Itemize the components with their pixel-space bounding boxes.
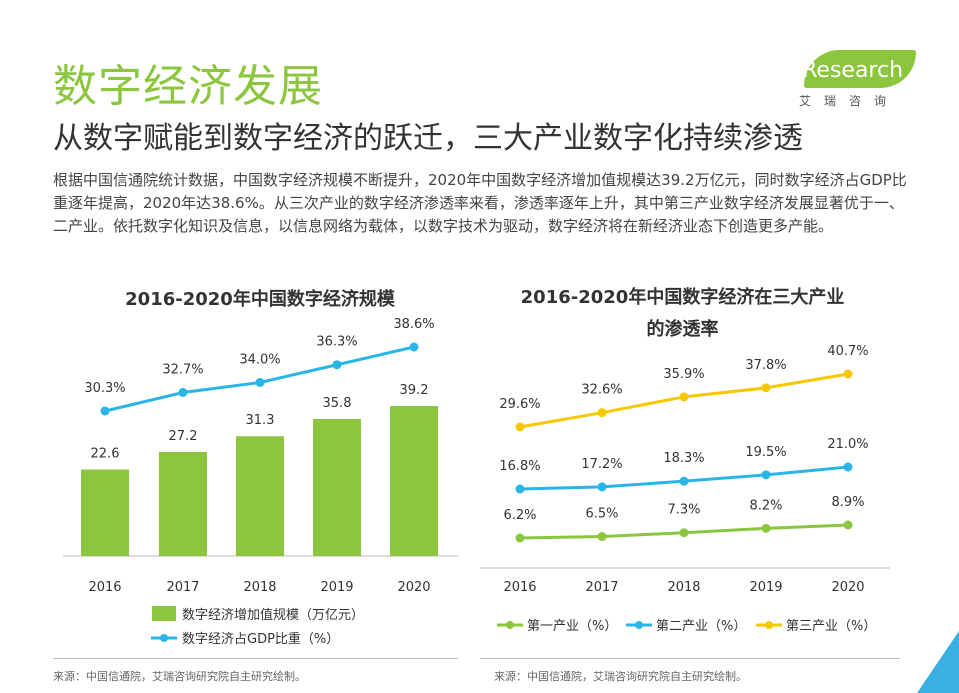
industry-2-point-2016 xyxy=(515,484,525,494)
left-x-tick-2020: 2020 xyxy=(397,580,430,595)
source-note-left: 来源：中国信通院，艾瑞咨询研究院自主研究绘制。 xyxy=(53,670,306,683)
source-divider-left xyxy=(53,658,458,659)
bar-2019 xyxy=(313,419,361,556)
bar-label-2020: 39.2 xyxy=(400,383,429,398)
bar-2020 xyxy=(390,406,438,556)
legend-label-industry-2: 第二产业（%） xyxy=(656,619,746,634)
gdp-share-label-2018: 34.0% xyxy=(239,352,280,367)
bar-2016 xyxy=(81,469,129,556)
industry-3-point-2018 xyxy=(679,392,689,402)
bar-2017 xyxy=(159,451,207,556)
industry-3-point-2020 xyxy=(843,369,853,379)
industry-1-label-2020: 8.9% xyxy=(831,495,864,510)
bar-label-2019: 35.8 xyxy=(323,396,352,411)
legend-dot-industry-1 xyxy=(506,621,514,629)
industry-2-point-2019 xyxy=(761,470,771,480)
legend-label-industry-1: 第一产业（%） xyxy=(527,619,617,634)
industry-3-label-2016: 29.6% xyxy=(499,397,540,412)
right-x-tick-2020: 2020 xyxy=(831,580,864,595)
industry-2-label-2016: 16.8% xyxy=(499,459,540,474)
industry-1-point-2017 xyxy=(597,532,607,542)
gdp-share-label-2016: 30.3% xyxy=(84,381,125,396)
page-subtitle: 从数字赋能到数字经济的跃迁，三大产业数字化持续渗透 xyxy=(53,121,803,156)
intro-paragraph: 根据中国信通院统计数据，中国数字经济规模不断提升，2020年中国数字经济增加值规… xyxy=(53,171,907,235)
industry-1-point-2018 xyxy=(679,528,689,538)
bar-label-2017: 27.2 xyxy=(169,429,198,444)
left-x-tick-2017: 2017 xyxy=(166,580,199,595)
industry-1-label-2019: 8.2% xyxy=(749,498,782,513)
left-x-tick-2016: 2016 xyxy=(88,580,121,595)
gdp-share-label-2020: 38.6% xyxy=(393,317,434,332)
gdp-share-label-2019: 36.3% xyxy=(316,335,357,350)
left-x-tick-2019: 2019 xyxy=(320,580,353,595)
legend-swatch-line-dot xyxy=(160,634,168,642)
gdp-share-label-2017: 32.7% xyxy=(162,362,203,377)
industry-3-label-2017: 32.6% xyxy=(581,383,622,398)
industry-1-label-2017: 6.5% xyxy=(585,507,618,522)
chart-title-penetration-line2: 的渗透率 xyxy=(646,319,719,340)
industry-3-label-2018: 35.9% xyxy=(663,367,704,382)
industry-1-point-2019 xyxy=(761,523,771,533)
legend-swatch-bar xyxy=(152,606,176,621)
chart-title-penetration: 2016-2020年中国数字经济在三大产业 xyxy=(520,287,845,308)
industry-2-label-2019: 19.5% xyxy=(745,445,786,460)
gdp-share-point-2018 xyxy=(255,377,265,387)
iresearch-logo: iResearch 艾瑞咨询 xyxy=(796,50,921,110)
logo-leaf-icon xyxy=(804,50,916,88)
bar-label-2016: 22.6 xyxy=(91,447,120,462)
industry-3-label-2019: 37.8% xyxy=(745,358,786,373)
industry-3-point-2016 xyxy=(515,422,525,432)
industry-2-label-2017: 17.2% xyxy=(581,457,622,472)
industry-2-point-2020 xyxy=(843,462,853,472)
logo-text: iResearch xyxy=(796,58,904,83)
industry-3-label-2020: 40.7% xyxy=(827,344,868,359)
legend-label-bar: 数字经济增加值规模（万亿元） xyxy=(182,607,364,623)
legend-dot-industry-2 xyxy=(635,621,643,629)
right-x-tick-2017: 2017 xyxy=(585,580,618,595)
legend-dot-industry-3 xyxy=(765,621,773,629)
corner-decoration xyxy=(917,631,959,693)
industry-1-label-2018: 7.3% xyxy=(667,503,700,518)
chart-title-scale: 2016-2020年中国数字经济规模 xyxy=(125,289,395,310)
industry-3-point-2017 xyxy=(597,408,607,418)
industry-1-point-2020 xyxy=(843,520,853,530)
industry-2-label-2020: 21.0% xyxy=(827,437,868,452)
left-x-tick-2018: 2018 xyxy=(243,580,276,595)
source-note-right: 来源：中国信通院，艾瑞咨询研究院自主研究绘制。 xyxy=(494,670,747,683)
page-title: 数字经济发展 xyxy=(53,61,323,112)
right-x-tick-2018: 2018 xyxy=(667,580,700,595)
logo-subtext: 艾瑞咨询 xyxy=(799,94,900,108)
right-x-tick-2016: 2016 xyxy=(503,580,536,595)
legend-label-industry-3: 第三产业（%） xyxy=(786,619,876,634)
gdp-share-point-2020 xyxy=(409,342,419,352)
industry-2-point-2017 xyxy=(597,482,607,492)
source-divider-right xyxy=(480,658,900,659)
gdp-share-point-2017 xyxy=(178,387,188,397)
industry-2-label-2018: 18.3% xyxy=(663,451,704,466)
gdp-share-point-2019 xyxy=(332,360,342,370)
right-x-tick-2019: 2019 xyxy=(749,580,782,595)
industry-1-label-2016: 6.2% xyxy=(503,508,536,523)
gdp-share-point-2016 xyxy=(100,406,110,416)
industry-3-point-2019 xyxy=(761,383,771,393)
bar-2018 xyxy=(236,436,284,556)
industry-1-point-2016 xyxy=(515,533,525,543)
legend-label-line: 数字经济占GDP比重（%） xyxy=(182,631,339,647)
bar-label-2018: 31.3 xyxy=(246,413,275,428)
industry-2-point-2018 xyxy=(679,476,689,486)
